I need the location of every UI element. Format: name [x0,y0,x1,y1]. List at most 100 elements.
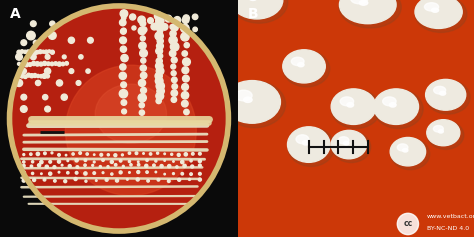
Circle shape [93,161,95,163]
Circle shape [43,61,47,65]
Circle shape [182,24,188,31]
Circle shape [18,62,20,65]
Circle shape [33,73,37,77]
Circle shape [140,72,147,79]
Circle shape [137,161,139,163]
Circle shape [67,160,69,162]
Circle shape [20,106,27,112]
Circle shape [146,159,148,161]
Circle shape [61,164,63,166]
Circle shape [167,180,170,182]
Circle shape [49,172,52,175]
Ellipse shape [428,121,464,150]
Circle shape [45,106,50,112]
Circle shape [120,64,126,70]
Circle shape [110,160,113,164]
Circle shape [65,154,67,156]
Circle shape [141,58,146,63]
Circle shape [156,43,164,50]
Circle shape [155,160,157,162]
Circle shape [181,24,189,33]
Circle shape [74,178,77,181]
Circle shape [190,160,192,162]
Circle shape [75,171,78,174]
Circle shape [145,164,148,167]
Ellipse shape [374,90,423,128]
Circle shape [32,61,36,66]
Ellipse shape [302,141,309,145]
Ellipse shape [102,102,136,135]
Circle shape [68,37,74,43]
Circle shape [54,62,57,65]
Circle shape [157,28,163,34]
Ellipse shape [440,91,446,95]
Circle shape [36,74,40,77]
Circle shape [155,62,163,70]
Circle shape [181,173,183,175]
Circle shape [119,72,127,79]
Circle shape [156,92,164,100]
Ellipse shape [9,6,228,231]
Circle shape [41,173,42,174]
Ellipse shape [344,141,349,145]
Ellipse shape [53,51,185,186]
Circle shape [120,46,127,52]
Circle shape [199,152,201,155]
Circle shape [48,50,51,53]
Circle shape [30,153,32,155]
Circle shape [119,37,127,44]
Circle shape [121,28,126,33]
Circle shape [69,69,74,73]
Circle shape [140,21,146,26]
Circle shape [172,77,177,83]
Ellipse shape [415,0,462,28]
Circle shape [156,82,164,90]
Circle shape [99,166,101,168]
Ellipse shape [438,130,443,133]
Circle shape [127,179,128,180]
Circle shape [397,213,419,235]
Circle shape [157,178,160,181]
Circle shape [171,57,177,63]
Ellipse shape [113,113,125,124]
Circle shape [121,55,128,62]
Circle shape [33,40,38,45]
Circle shape [141,87,146,93]
Circle shape [137,171,140,173]
Ellipse shape [426,79,466,110]
Circle shape [86,69,90,73]
Ellipse shape [86,85,152,152]
Circle shape [171,64,176,69]
Text: B: B [247,7,258,21]
Circle shape [155,32,163,40]
Circle shape [155,77,163,85]
Circle shape [156,17,164,25]
Circle shape [156,98,161,104]
Circle shape [171,153,173,155]
Circle shape [136,178,139,181]
Circle shape [153,164,155,167]
Text: www.vetbact.org: www.vetbact.org [427,214,474,219]
Circle shape [157,87,164,95]
Circle shape [122,109,127,114]
Circle shape [23,161,25,163]
Circle shape [68,165,71,168]
Circle shape [30,165,33,168]
Ellipse shape [224,81,281,123]
Circle shape [191,165,194,168]
Ellipse shape [434,86,446,94]
Circle shape [191,153,194,155]
Circle shape [182,100,188,107]
Circle shape [164,153,165,155]
Ellipse shape [81,79,157,158]
Circle shape [17,50,21,54]
Circle shape [24,62,28,67]
Circle shape [102,159,104,161]
Ellipse shape [288,127,330,162]
Circle shape [39,74,43,78]
Ellipse shape [433,126,443,132]
Circle shape [36,80,41,86]
Circle shape [33,178,36,182]
Circle shape [63,55,66,59]
Ellipse shape [389,103,396,107]
